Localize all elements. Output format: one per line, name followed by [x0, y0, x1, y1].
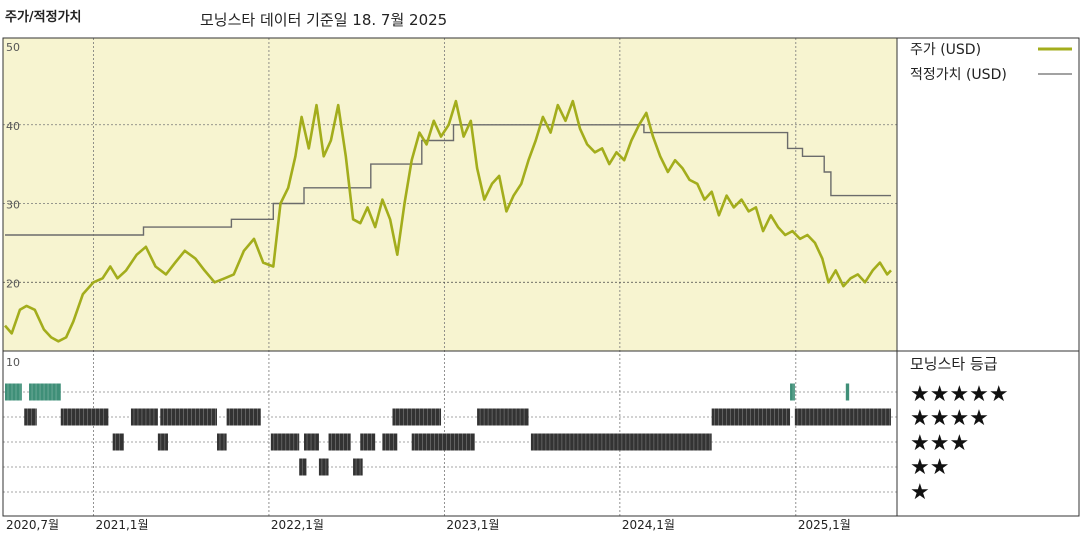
rating-bar-3-stars	[270, 433, 300, 451]
rating-bar-2-stars	[353, 458, 363, 476]
y-tick-label: 40	[6, 120, 20, 133]
rating-bars	[5, 383, 891, 476]
rating-bar-4-stars	[130, 408, 158, 426]
fair-value-line	[5, 124, 891, 236]
rating-bar-3-stars	[304, 433, 319, 451]
rating-bar-3-stars	[382, 433, 398, 451]
y-tick-label: 30	[6, 199, 20, 212]
rating-bar-2-stars	[318, 458, 329, 476]
x-tick-label: 2020,7월	[6, 518, 59, 532]
rating-bar-5-stars	[5, 383, 22, 401]
rating-title: 모닝스타 등급	[910, 355, 998, 373]
rating-legend: 모닝스타 등급 ★★★★★ ★★★★ ★★★ ★★ ★	[910, 355, 1009, 505]
y-tick-label: 20	[6, 277, 20, 290]
rating-bar-4-stars	[226, 408, 261, 426]
rating-bar-4-stars	[24, 408, 37, 426]
rating-bar-4-stars	[392, 408, 442, 426]
x-tick-label: 2024,1월	[622, 518, 675, 532]
rating-bar-4-stars	[711, 408, 791, 426]
chart-title: 주가/적정가치	[5, 9, 82, 25]
rating-bar-5-stars	[845, 383, 850, 401]
rating-5-stars: ★★★★★	[910, 382, 1009, 407]
rating-bar-4-stars	[794, 408, 891, 426]
rating-bar-5-stars	[790, 383, 795, 401]
y-tick-label: 50	[6, 41, 20, 54]
rating-3-stars: ★★★	[910, 431, 969, 456]
rating-bar-3-stars	[328, 433, 351, 451]
rating-bar-3-stars	[360, 433, 376, 451]
rating-bar-3-stars	[112, 433, 124, 451]
x-tick-label: 2023,1월	[446, 518, 499, 532]
rating-bar-4-stars	[477, 408, 529, 426]
rating-2-stars: ★★	[910, 455, 949, 480]
x-tick-label: 2021,1월	[95, 518, 148, 532]
price-plot-background	[3, 38, 897, 351]
legend-price-label: 주가 (USD)	[910, 42, 981, 58]
y-tick-label: 10	[6, 356, 20, 369]
rating-bar-3-stars	[217, 433, 227, 451]
chart-frame	[2, 37, 1080, 517]
chart-subtitle: 모닝스타 데이터 기준일 18. 7월 2025	[200, 11, 447, 29]
rating-bar-5-stars	[29, 383, 61, 401]
rating-1-star: ★	[910, 480, 930, 505]
rating-bar-4-stars	[160, 408, 218, 426]
price-line	[4, 99, 892, 343]
rating-bar-3-stars	[530, 433, 712, 451]
x-tick-label: 2025,1월	[798, 518, 851, 532]
rating-bar-2-stars	[299, 458, 307, 476]
rating-bar-4-stars	[60, 408, 109, 426]
x-tick-label: 2022,1월	[271, 518, 324, 532]
series-lines	[4, 99, 892, 343]
legend: 주가 (USD) 적정가치 (USD)	[910, 42, 1072, 83]
rating-bar-3-stars	[157, 433, 168, 451]
tick-labels: 2020,7월 2021,1월 2022,1월 2023,1월 2024,1월 2025,…	[6, 41, 851, 532]
rating-4-stars: ★★★★	[910, 406, 989, 431]
legend-fair-label: 적정가치 (USD)	[910, 67, 1007, 83]
rating-bar-3-stars	[411, 433, 475, 451]
